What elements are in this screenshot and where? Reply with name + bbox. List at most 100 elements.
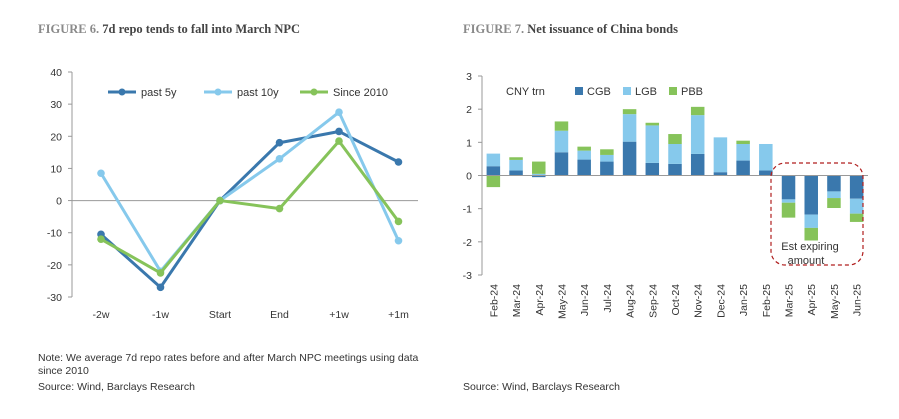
fig7-bar-segment — [532, 175, 546, 178]
fig7-bar-segment — [622, 141, 637, 176]
fig7-bar-segment — [781, 202, 796, 218]
figure6-title: FIGURE 6. 7d repo tends to fall into Mar… — [38, 22, 300, 37]
fig7-x-tick-label: Jun-24 — [579, 284, 591, 316]
fig7-y-tick-label: -1 — [463, 204, 472, 216]
fig7-bar-segment — [600, 149, 614, 155]
fig7-bar-segment — [827, 175, 841, 192]
fig6-y-tick-label: 30 — [50, 99, 62, 111]
fig6-data-point — [97, 235, 105, 243]
fig7-bar-segment — [804, 214, 818, 228]
fig6-x-tick-label: -2w — [93, 309, 110, 321]
fig7-legend-swatch — [669, 87, 677, 95]
fig6-data-point — [275, 204, 284, 213]
fig7-x-tick-label: Apr-24 — [534, 284, 546, 316]
fig7-bar-segment — [532, 173, 546, 176]
fig7-bar-segment — [690, 153, 705, 176]
fig7-bar-segment — [736, 140, 750, 144]
fig7-bar-segment — [668, 143, 682, 164]
fig7-bar-segment — [622, 109, 637, 115]
fig7-bar-segment — [577, 159, 591, 176]
fig7-x-tick-label: May-24 — [556, 284, 568, 319]
fig6-legend-label: Since 2010 — [333, 87, 388, 99]
figure6-note: Note: We average 7d repo rates before an… — [38, 352, 419, 377]
fig7-legend-label: PBB — [681, 86, 703, 98]
fig7-bar-segment — [600, 154, 614, 162]
fig7-unit-label: CNY trn — [506, 86, 545, 98]
fig6-y-tick-label: -10 — [47, 228, 62, 240]
fig6-legend-label: past 10y — [237, 87, 279, 99]
fig7-x-tick-label: Mar-25 — [784, 284, 796, 317]
fig6-data-point — [97, 169, 105, 178]
fig7-x-tick-label: Feb-24 — [488, 284, 500, 317]
fig7-bar-segment — [509, 157, 523, 160]
fig7-x-tick-label: Sep-24 — [647, 284, 659, 318]
fig7-legend-swatch — [623, 87, 631, 95]
figure6-source: Source: Wind, Barclays Research — [38, 381, 195, 393]
fig7-annotation-text: amount — [788, 255, 825, 267]
fig7-x-tick-label: Mar-24 — [511, 284, 523, 317]
fig7-y-tick-label: -3 — [463, 270, 472, 282]
fig6-legend-marker — [214, 88, 222, 96]
fig7-bar-segment — [759, 143, 773, 171]
fig6-x-tick-label: End — [270, 309, 289, 321]
fig6-data-point — [156, 283, 165, 292]
fig7-x-tick-label: Apr-25 — [806, 284, 818, 316]
figure6-title-text: 7d repo tends to fall into March NPC — [102, 22, 301, 36]
fig7-bar-segment — [827, 198, 841, 209]
fig7-bar-segment — [554, 121, 569, 131]
fig7-bar-segment — [486, 175, 501, 188]
fig7-bar-segment — [645, 125, 660, 163]
fig6-legend-label: past 5y — [141, 87, 177, 99]
fig7-bar-segment — [690, 106, 705, 116]
fig6-y-tick-label: 40 — [50, 67, 62, 79]
fig6-data-point — [216, 196, 224, 205]
fig6-y-tick-label: 10 — [50, 163, 62, 175]
fig7-bar-segment — [713, 172, 728, 176]
fig7-bar-segment — [554, 130, 569, 153]
fig7-x-tick-label: Jun-25 — [852, 284, 864, 316]
fig7-bar-segment — [827, 191, 841, 199]
fig7-x-tick-label: Jul-24 — [602, 284, 614, 313]
fig7-bar-segment — [781, 199, 796, 203]
fig7-bar-segment — [486, 153, 501, 167]
fig6-y-tick-label: 0 — [56, 196, 62, 208]
fig6-x-tick-label: -1w — [152, 309, 169, 321]
fig7-bar-segment — [509, 159, 523, 171]
fig7-bar-segment — [622, 114, 637, 142]
fig7-x-tick-label: Oct-24 — [670, 284, 682, 316]
figure7-title-text: Net issuance of China bonds — [527, 22, 678, 36]
fig7-bar-segment — [849, 175, 864, 199]
fig7-y-tick-label: -2 — [463, 237, 472, 249]
fig7-bar-segment — [804, 227, 818, 241]
fig7-bar-segment — [713, 137, 728, 173]
fig7-bar-segment — [849, 198, 864, 214]
fig7-y-tick-label: 0 — [466, 171, 472, 183]
figure6-label: FIGURE 6. — [38, 22, 100, 36]
fig7-y-tick-label: 2 — [466, 104, 472, 116]
fig6-x-tick-label: Start — [209, 309, 231, 321]
figure7-title: FIGURE 7. Net issuance of China bonds — [463, 22, 678, 37]
fig6-data-point — [275, 154, 284, 163]
fig6-data-point — [275, 138, 284, 147]
figure7-label: FIGURE 7. — [463, 22, 525, 36]
fig7-annotation-text: Est expiring — [781, 241, 838, 253]
fig6-series-line — [100, 139, 400, 275]
fig6-data-point — [335, 108, 343, 116]
fig7-bar-segment — [690, 115, 705, 154]
fig7-bar-segment — [554, 152, 569, 176]
fig7-bar-segment — [736, 160, 750, 176]
fig6-y-tick-label: -30 — [47, 292, 62, 304]
fig6-legend-marker — [310, 88, 318, 96]
fig7-bar-segment — [804, 175, 818, 215]
fig7-bar-segment — [668, 134, 682, 144]
fig6-legend-marker — [118, 88, 126, 96]
fig7-bar-segment — [759, 170, 773, 176]
fig6-x-tick-label: +1w — [329, 309, 349, 321]
fig6-data-point — [156, 269, 165, 277]
fig7-bar-segment — [645, 162, 660, 176]
fig6-data-point — [394, 217, 403, 226]
fig7-x-tick-label: Aug-24 — [625, 284, 637, 318]
fig7-x-tick-label: May-25 — [829, 284, 841, 319]
fig7-bar-segment — [486, 166, 501, 176]
fig6-y-tick-label: -20 — [47, 260, 62, 272]
